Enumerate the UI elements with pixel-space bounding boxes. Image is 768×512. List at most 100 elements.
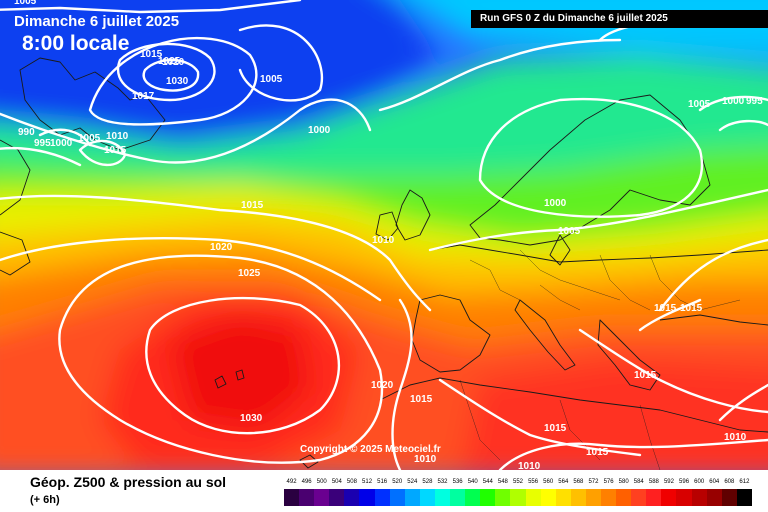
copyright-notice: Copyright © 2025 Meteociel.fr [300, 444, 441, 455]
pressure-label: 1030 [240, 413, 263, 424]
pressure-label: 1000 [722, 96, 745, 107]
color-scale-label: 492 [286, 479, 297, 485]
color-scale-label: 508 [346, 479, 357, 485]
pressure-label: 1025 [158, 56, 181, 67]
color-scale-label: 560 [543, 479, 554, 485]
pressure-label: 1000 [50, 138, 73, 149]
coastlines [0, 57, 768, 469]
color-scale-label: 556 [528, 479, 539, 485]
color-scale-label: 524 [407, 479, 418, 485]
color-scale-swatch [736, 489, 752, 506]
color-scale-swatch [585, 489, 601, 506]
color-scale-label: 588 [648, 479, 659, 485]
color-scale-swatch [434, 489, 451, 506]
color-scale-label: 544 [482, 479, 493, 485]
pressure-label: 1000 [308, 125, 331, 136]
color-scale-swatch [691, 489, 707, 506]
color-scale-swatch [404, 489, 420, 506]
color-scale-swatch [525, 489, 541, 506]
lead-time: (+ 6h) [30, 494, 60, 506]
pressure-label: 1005 [558, 226, 581, 237]
color-scale-swatch [329, 489, 345, 506]
color-scale-label: 520 [392, 479, 403, 485]
pressure-label: 1020 [371, 380, 394, 391]
color-scale-swatch [646, 489, 662, 506]
color-scale-label: 500 [316, 479, 327, 485]
color-scale-swatch [631, 489, 647, 506]
map-local-time: 8:00 locale [22, 32, 130, 55]
pressure-label: 1010 [724, 432, 747, 443]
pressure-label: 1015 [634, 370, 657, 381]
color-scale-swatch [450, 489, 466, 506]
color-scale-label: 552 [512, 479, 524, 485]
color-scale-swatch [570, 489, 586, 506]
pressure-label: 1005 [688, 99, 711, 110]
pressure-label: 1010 [106, 131, 129, 142]
color-scale-label: 592 [663, 479, 674, 485]
pressure-label: 995 [34, 138, 51, 149]
color-scale-label: 568 [573, 479, 584, 485]
color-scale-swatch [676, 489, 692, 506]
color-scale-label: 536 [452, 479, 463, 485]
pressure-label: 1015 [680, 303, 703, 314]
color-scale-label: 612 [739, 479, 750, 485]
color-scale-swatch [600, 489, 617, 506]
color-scale-bar [284, 489, 752, 506]
pressure-label: 1015 [654, 303, 677, 314]
color-scale-label: 564 [558, 479, 569, 485]
color-scale-swatch [706, 489, 722, 506]
color-scale-label: 516 [377, 479, 388, 485]
color-scale-swatch [495, 489, 511, 506]
pressure-label: 1010 [372, 235, 395, 246]
color-scale-label: 576 [603, 479, 614, 485]
color-scale-label: 584 [633, 479, 644, 485]
pressure-label: 1017 [132, 91, 155, 102]
color-scale-labels: 492 496 500 504 508 512 516 520 524 528 532 536 540 5… [284, 479, 752, 488]
color-scale-label: 532 [437, 479, 448, 485]
map-date: Dimanche 6 juillet 2025 [14, 13, 180, 30]
color-scale-label: 600 [694, 479, 705, 485]
pressure-label: 1015 [544, 423, 567, 434]
color-scale-swatch [721, 489, 737, 506]
color-scale-label: 496 [301, 479, 312, 485]
color-scale-swatch [344, 489, 360, 506]
color-scale-label: 572 [588, 479, 599, 485]
color-scale-swatch [284, 489, 300, 506]
color-scale-label: 540 [467, 479, 478, 485]
color-scale-label: 608 [724, 479, 735, 485]
color-scale-swatch [419, 489, 435, 506]
pressure-label: 1015 [586, 447, 609, 458]
color-scale-label: 504 [331, 479, 342, 485]
pressure-label: 1015 [410, 394, 433, 405]
color-scale-swatch [661, 489, 677, 506]
color-scale-swatch [540, 489, 556, 506]
pressure-label: 1025 [238, 268, 261, 279]
color-scale-swatch [465, 489, 481, 506]
pressure-label: 1020 [210, 242, 233, 253]
pressure-label: 1030 [166, 76, 189, 87]
color-scale-swatch [299, 489, 315, 506]
pressure-label: 1005 [260, 74, 283, 85]
pressure-label: 1005 [78, 133, 101, 144]
color-scale-swatch [480, 489, 496, 506]
color-scale-label: 604 [709, 479, 720, 485]
color-scale-swatch [389, 489, 405, 506]
pressure-label: 1010 [414, 454, 437, 465]
pressure-label: 1000 [544, 198, 567, 209]
pressure-label: 990 [18, 127, 35, 138]
pressure-label: 1015 [104, 145, 127, 156]
pressure-label: 1020 [162, 57, 185, 68]
color-scale-swatch [555, 489, 571, 506]
pressure-label: 995 [746, 96, 763, 107]
color-scale-label: 548 [497, 479, 508, 485]
legend-footer: Géop. Z500 & pression au sol (+ 6h) 492 4… [0, 470, 768, 512]
isobars [0, 0, 768, 470]
pressure-label: 1010 [518, 461, 541, 470]
color-scale-label: 512 [362, 479, 373, 485]
country-borders [459, 249, 741, 470]
color-scale-swatch [374, 489, 390, 506]
color-scale-label: 580 [618, 479, 629, 485]
run-info: Run GFS 0 Z du Dimanche 6 juillet 2025 [471, 10, 768, 28]
